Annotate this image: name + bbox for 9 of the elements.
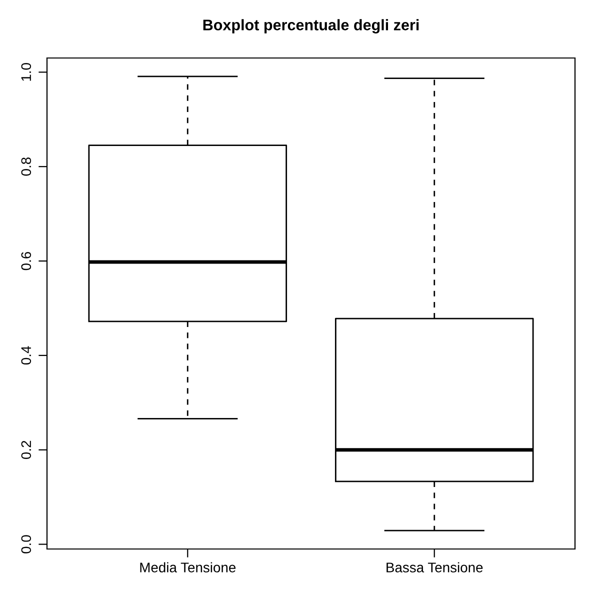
y-tick-label: 0.6 (21, 252, 32, 270)
x-tick-label: Media Tensione (140, 562, 236, 572)
y-tick-label: 0.0 (21, 535, 32, 554)
y-tick-label: 1.0 (21, 63, 32, 81)
y-tick-label: 0.8 (21, 158, 32, 176)
chart-title: Boxplot percentuale degli zeri (203, 19, 419, 34)
y-tick-label: 0.4 (21, 346, 32, 365)
y-tick-label: 0.2 (21, 440, 32, 459)
x-tick-label: Bassa Tensione (386, 562, 483, 572)
